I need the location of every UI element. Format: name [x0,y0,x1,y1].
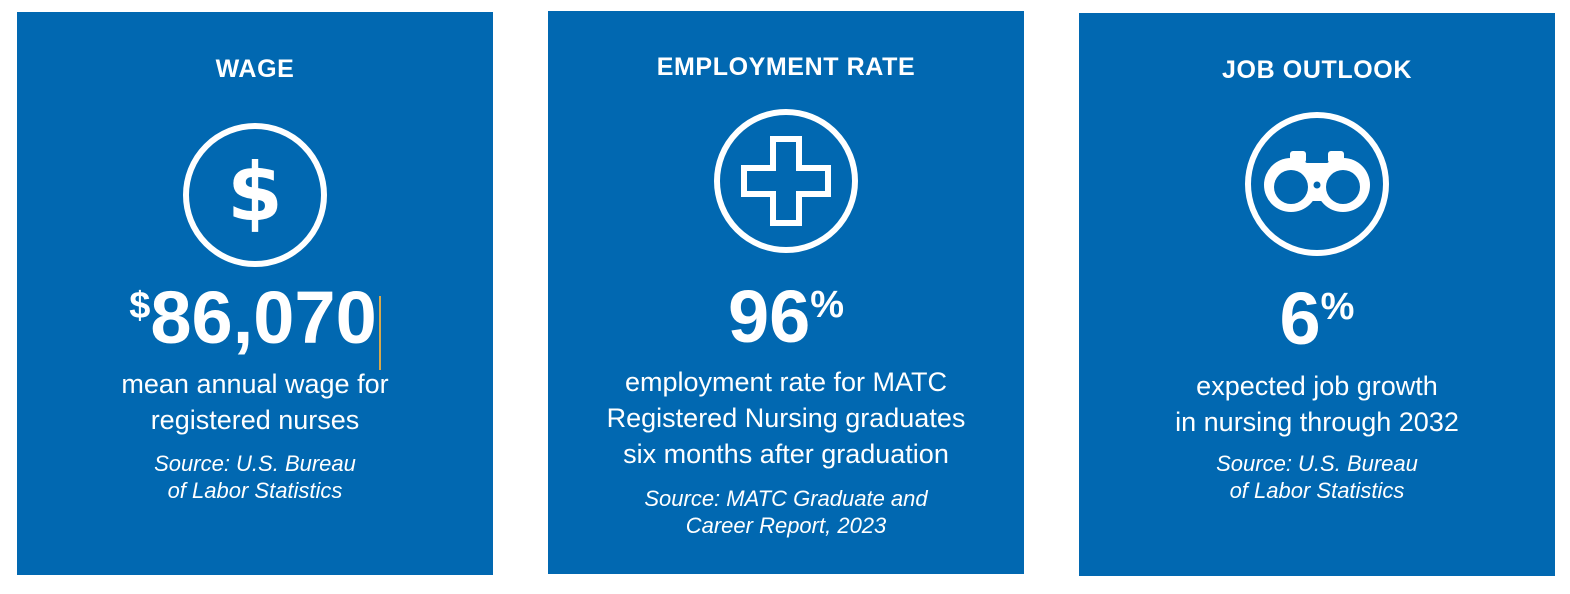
employment-stat-suffix: % [810,284,845,326]
job-outlook-card: JOB OUTLOOK 6% expected job growth in nu… [1079,13,1555,576]
outlook-stat-value: 6 [1279,277,1321,360]
wage-stat: $86,070 [17,278,493,379]
binoculars-icon [1244,111,1390,257]
employment-stat: 96% [548,277,1024,378]
wage-description: mean annual wage for registered nurses [17,366,493,438]
employment-description-line: six months after graduation [623,439,949,469]
outlook-source-line: Source: U.S. Bureau [1216,451,1418,476]
employment-description-line: employment rate for MATC [624,367,948,397]
outlook-source: Source: U.S. Bureau of Labor Statistics [1079,450,1555,504]
employment-title: EMPLOYMENT RATE [656,53,916,81]
wage-card: WAGE $ $86,070 mean annual wage for regi… [17,12,493,575]
wage-description-line: mean annual wage for [121,369,389,399]
outlook-description-line: in nursing through 2032 [1175,407,1459,437]
dollar-icon: $ [182,122,328,268]
employment-stat-value: 96 [727,275,811,358]
text-cursor [378,295,381,370]
employment-description-line: Registered Nursing graduates [606,403,966,433]
employment-source-line: Source: MATC Graduate and [644,486,928,511]
wage-stat-value: 86,070 [150,276,377,359]
wage-source-line: Source: U.S. Bureau [154,451,356,476]
svg-text:$: $ [227,146,283,239]
medical-cross-icon [713,108,859,254]
outlook-description: expected job growth in nursing through 2… [1079,368,1555,440]
wage-description-line: registered nurses [150,405,360,435]
outlook-stat: 6% [1079,279,1555,380]
employment-source: Source: MATC Graduate and Career Report,… [548,485,1024,539]
outlook-description-line: expected job growth [1196,371,1438,401]
wage-source: Source: U.S. Bureau of Labor Statistics [17,450,493,504]
wage-source-line: of Labor Statistics [167,478,343,503]
wage-title: WAGE [215,55,295,83]
outlook-source-line: of Labor Statistics [1229,478,1405,503]
outlook-stat-suffix: % [1320,286,1355,328]
employment-description: employment rate for MATC Registered Nurs… [548,364,1024,472]
employment-source-line: Career Report, 2023 [685,513,887,538]
employment-rate-card: EMPLOYMENT RATE 96% employment rate for … [548,11,1024,574]
wage-stat-prefix: $ [129,285,151,327]
outlook-title: JOB OUTLOOK [1222,56,1412,84]
